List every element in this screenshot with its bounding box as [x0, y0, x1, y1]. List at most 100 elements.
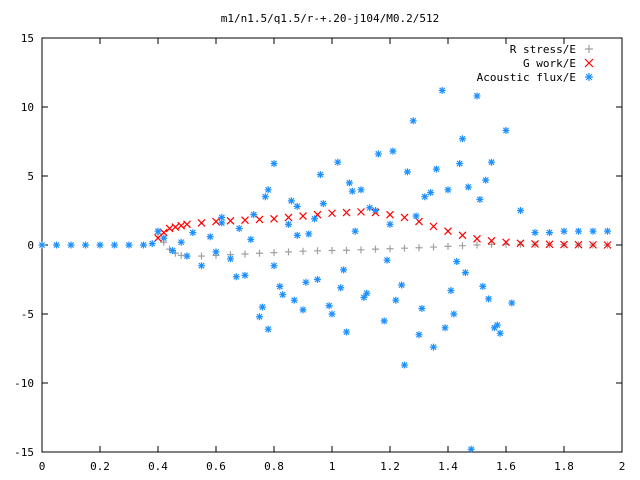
data-point — [531, 239, 539, 248]
data-point — [409, 117, 417, 125]
data-point — [255, 215, 264, 224]
data-point — [343, 246, 350, 254]
star-marker — [232, 273, 240, 281]
star-marker — [447, 287, 455, 295]
data-point — [183, 220, 191, 229]
data-point — [343, 328, 350, 336]
plus-marker — [299, 247, 307, 255]
y-tick-label: 15 — [21, 32, 34, 45]
data-point — [444, 242, 452, 250]
star-marker — [363, 289, 371, 297]
data-point — [270, 249, 278, 257]
cross-marker — [270, 214, 278, 223]
star-marker — [372, 207, 379, 214]
data-point — [482, 176, 490, 184]
star-marker — [319, 200, 327, 208]
star-marker — [479, 282, 487, 290]
data-point — [345, 179, 353, 187]
data-point — [490, 324, 498, 332]
star-marker — [316, 171, 324, 179]
star-marker — [198, 262, 205, 270]
star-marker — [247, 235, 255, 243]
star-marker — [189, 229, 197, 237]
data-point — [258, 303, 266, 311]
x-tick-label: 1.8 — [554, 460, 574, 473]
cross-marker — [444, 227, 452, 236]
data-point — [241, 250, 249, 258]
plus-marker — [285, 248, 292, 256]
data-point — [111, 241, 118, 249]
star-marker — [441, 324, 449, 332]
data-point — [293, 231, 301, 239]
cross-marker — [603, 241, 612, 249]
star-marker — [401, 361, 408, 369]
plus-marker — [401, 244, 408, 252]
cross-marker — [342, 208, 351, 217]
data-point — [380, 317, 388, 325]
data-point — [67, 241, 75, 249]
cross-marker — [502, 238, 510, 247]
star-marker — [343, 328, 350, 336]
legend-label: Acoustic flux/E — [477, 71, 576, 84]
star-marker — [67, 241, 75, 249]
star-marker — [531, 229, 539, 237]
star-marker — [169, 247, 176, 255]
star-marker — [464, 183, 472, 191]
data-point — [325, 302, 333, 310]
data-point — [270, 262, 278, 270]
data-point — [287, 197, 295, 205]
cross-marker — [516, 239, 525, 248]
data-point — [389, 147, 397, 155]
data-point — [212, 248, 220, 256]
star-marker — [409, 117, 417, 125]
star-marker — [111, 241, 118, 249]
data-point — [241, 271, 249, 279]
data-point — [159, 228, 168, 237]
star-marker — [140, 241, 147, 249]
data-point — [485, 295, 493, 303]
data-point — [154, 227, 162, 235]
data-point — [516, 239, 525, 248]
star-marker — [374, 150, 382, 158]
plus-marker — [585, 45, 593, 53]
cross-marker — [487, 236, 496, 245]
x-tick-label: 0.2 — [90, 460, 110, 473]
cross-marker — [545, 240, 554, 249]
cross-marker — [328, 209, 336, 218]
data-point — [366, 204, 374, 212]
data-point — [235, 224, 243, 232]
x-tick-label: 0.6 — [206, 460, 226, 473]
star-marker — [517, 207, 524, 214]
star-marker — [125, 241, 133, 249]
series-g-work-e — [154, 207, 612, 249]
data-point — [517, 240, 524, 248]
data-point — [487, 236, 496, 245]
data-point — [357, 207, 365, 216]
plus-marker — [177, 251, 185, 259]
data-point — [412, 212, 420, 220]
x-tick-label: 0.8 — [264, 460, 284, 473]
data-point — [357, 186, 365, 194]
data-point — [284, 213, 293, 222]
data-point — [574, 240, 583, 249]
data-point — [328, 310, 336, 318]
star-marker — [96, 241, 104, 249]
data-point — [218, 213, 226, 221]
data-point — [438, 86, 446, 94]
star-marker — [290, 296, 298, 304]
star-marker — [430, 343, 437, 351]
data-point — [488, 241, 495, 249]
star-marker — [53, 241, 60, 249]
legend-label: R stress/E — [510, 43, 576, 56]
data-point — [183, 252, 191, 260]
star-marker — [351, 227, 359, 235]
data-point — [337, 284, 345, 292]
star-marker — [421, 193, 429, 201]
data-point — [160, 234, 168, 242]
data-point — [250, 211, 258, 219]
data-point — [125, 241, 133, 249]
star-marker — [38, 241, 46, 249]
data-point — [372, 207, 379, 214]
data-point — [473, 241, 481, 249]
cross-marker — [284, 213, 293, 222]
